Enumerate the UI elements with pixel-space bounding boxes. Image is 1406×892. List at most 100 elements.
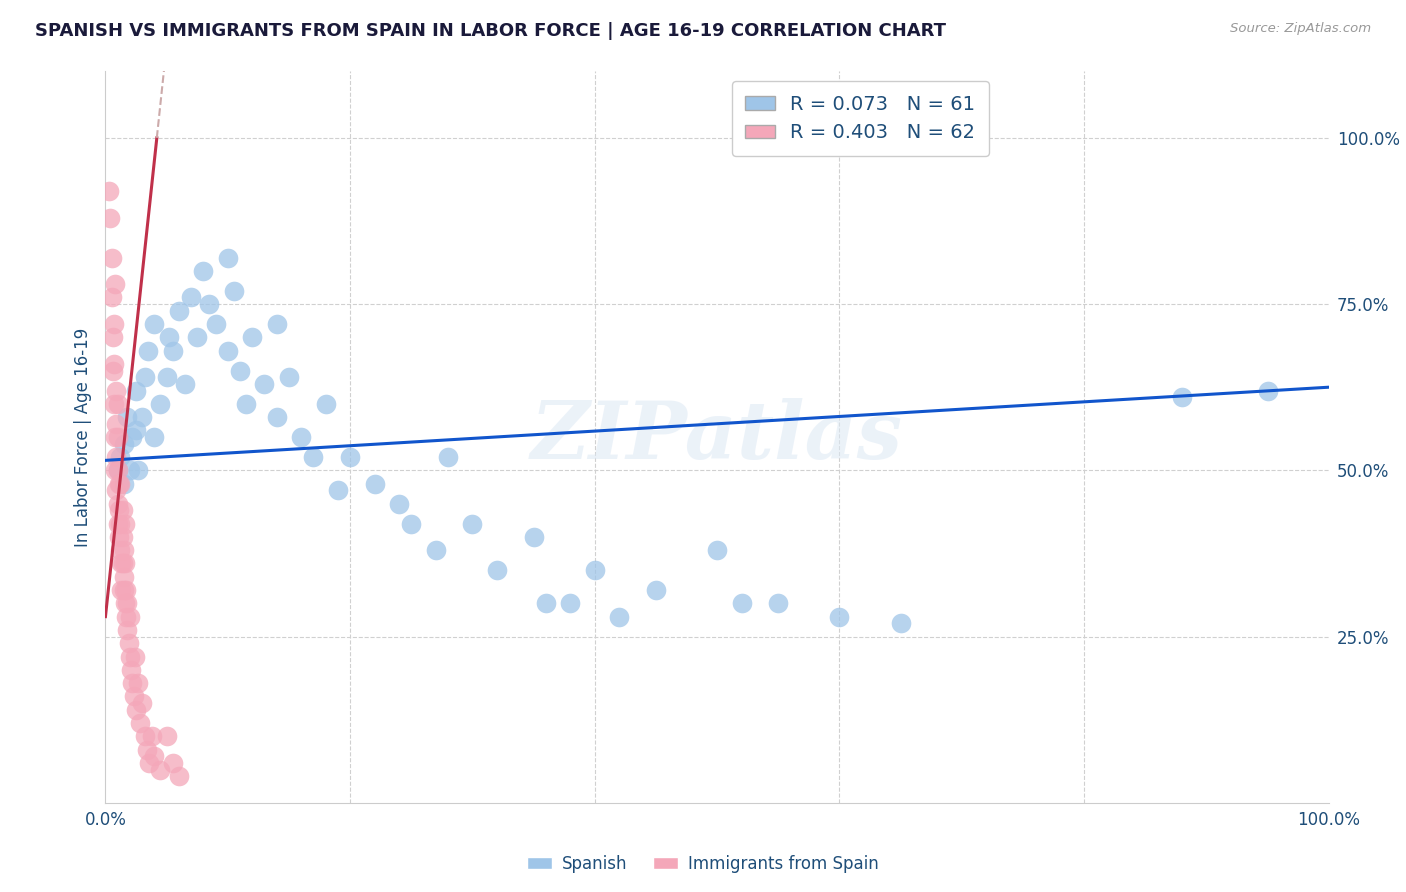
- Point: [112, 570, 135, 584]
- Point: [461, 516, 484, 531]
- Point: [485, 563, 508, 577]
- Point: [217, 251, 239, 265]
- Point: [98, 184, 121, 198]
- Point: [118, 649, 141, 664]
- Point: [240, 330, 263, 344]
- Point: [180, 290, 202, 304]
- Point: [217, 343, 239, 358]
- Point: [103, 357, 125, 371]
- Point: [127, 676, 149, 690]
- Text: SPANISH VS IMMIGRANTS FROM SPAIN IN LABOR FORCE | AGE 16-19 CORRELATION CHART: SPANISH VS IMMIGRANTS FROM SPAIN IN LABO…: [35, 22, 946, 40]
- Point: [302, 450, 325, 464]
- Point: [222, 284, 245, 298]
- Point: [121, 430, 143, 444]
- Point: [111, 503, 134, 517]
- Point: [136, 343, 159, 358]
- Point: [143, 317, 166, 331]
- Point: [127, 463, 149, 477]
- Legend: R = 0.073   N = 61, R = 0.403   N = 62: R = 0.073 N = 61, R = 0.403 N = 62: [731, 81, 988, 156]
- Point: [768, 596, 790, 610]
- Point: [1256, 384, 1278, 398]
- Point: [108, 530, 131, 544]
- Point: [125, 424, 148, 438]
- Point: [112, 543, 135, 558]
- Point: [644, 582, 668, 597]
- Point: [730, 596, 752, 610]
- Point: [128, 716, 150, 731]
- Point: [253, 376, 276, 391]
- Point: [110, 557, 132, 571]
- Point: [136, 742, 159, 756]
- Point: [118, 463, 141, 477]
- Point: [706, 543, 728, 558]
- Point: [108, 516, 131, 531]
- Point: [103, 397, 125, 411]
- Point: [114, 516, 136, 531]
- Legend: Spanish, Immigrants from Spain: Spanish, Immigrants from Spain: [520, 848, 886, 880]
- Point: [105, 417, 128, 431]
- Point: [111, 530, 134, 544]
- Point: [114, 557, 136, 571]
- Point: [162, 343, 184, 358]
- Point: [326, 483, 349, 498]
- Point: [108, 543, 131, 558]
- Point: [104, 430, 127, 444]
- Point: [174, 376, 197, 391]
- Point: [193, 264, 215, 278]
- Point: [437, 450, 460, 464]
- Point: [117, 410, 139, 425]
- Point: [103, 317, 125, 331]
- Point: [828, 609, 851, 624]
- Point: [108, 476, 131, 491]
- Point: [156, 370, 179, 384]
- Point: [149, 763, 172, 777]
- Point: [108, 476, 131, 491]
- Point: [131, 696, 153, 710]
- Point: [266, 410, 288, 425]
- Point: [101, 330, 124, 344]
- Point: [107, 430, 129, 444]
- Text: ZIPatlas: ZIPatlas: [531, 399, 903, 475]
- Point: [278, 370, 301, 384]
- Point: [156, 729, 179, 743]
- Point: [162, 756, 184, 770]
- Point: [104, 277, 127, 292]
- Point: [107, 397, 129, 411]
- Point: [105, 384, 128, 398]
- Point: [112, 436, 135, 450]
- Point: [134, 729, 156, 743]
- Point: [117, 623, 139, 637]
- Point: [290, 430, 312, 444]
- Point: [107, 516, 129, 531]
- Point: [131, 410, 153, 425]
- Point: [522, 530, 544, 544]
- Point: [138, 756, 160, 770]
- Point: [889, 616, 911, 631]
- Point: [198, 297, 221, 311]
- Point: [104, 463, 127, 477]
- Point: [125, 384, 148, 398]
- Point: [124, 649, 146, 664]
- Point: [105, 450, 128, 464]
- Point: [425, 543, 447, 558]
- Point: [229, 363, 252, 377]
- Point: [107, 463, 129, 477]
- Point: [534, 596, 557, 610]
- Point: [115, 582, 138, 597]
- Point: [121, 676, 143, 690]
- Point: [401, 516, 423, 531]
- Point: [100, 251, 122, 265]
- Y-axis label: In Labor Force | Age 16-19: In Labor Force | Age 16-19: [73, 327, 91, 547]
- Point: [112, 476, 135, 491]
- Point: [110, 582, 132, 597]
- Point: [1171, 390, 1194, 404]
- Point: [105, 483, 128, 498]
- Point: [235, 397, 257, 411]
- Point: [101, 363, 124, 377]
- Point: [339, 450, 361, 464]
- Point: [98, 211, 121, 225]
- Point: [560, 596, 582, 610]
- Point: [100, 290, 122, 304]
- Point: [167, 303, 190, 318]
- Point: [118, 609, 141, 624]
